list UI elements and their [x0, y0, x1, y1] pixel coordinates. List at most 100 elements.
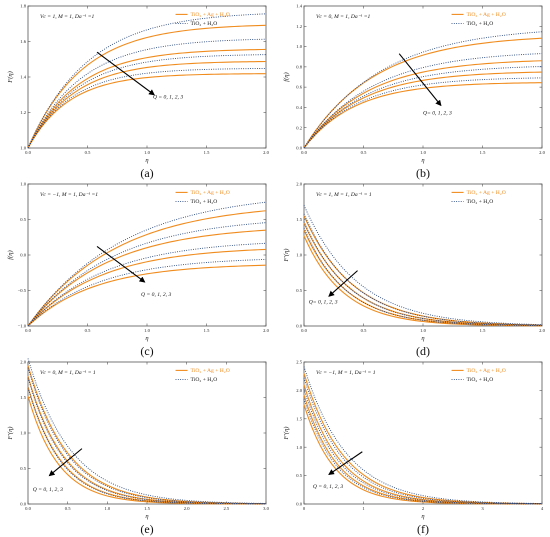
q-annotation: Q= 0, 1, 2, 3 — [309, 299, 338, 305]
series-base-line-q0 — [27, 13, 267, 149]
legend-label-hybrid: TiO₂ + Ag + H₂O — [467, 190, 506, 196]
x-tick-label: 0.5 — [85, 328, 91, 333]
x-tick-label: 1.0 — [144, 328, 150, 333]
series-base-line-q3 — [303, 227, 543, 327]
x-tick-label: 2.5 — [223, 506, 229, 511]
series-base-line-q1 — [303, 213, 543, 326]
series-hybrid-line-q1 — [27, 48, 267, 149]
x-axis-label: η — [145, 157, 148, 164]
y-tick-label: 0.0 — [296, 502, 302, 507]
trend-arrow — [328, 270, 358, 297]
y-tick-label: 1.0 — [20, 431, 26, 436]
legend-label-base: TiO₂ + H₂O — [191, 21, 218, 27]
trend-arrow — [398, 53, 442, 107]
params-annotation: Vc = 0, M = 1, Da⁻¹ =1 — [316, 14, 371, 20]
series-hybrid-line-q2 — [303, 71, 543, 149]
series-hybrid-line-q0 — [303, 215, 543, 326]
series-hybrid-line-q0 — [27, 365, 267, 505]
legend-label-hybrid: TiO₂ + Ag + H₂O — [467, 368, 506, 374]
x-tick-label: 1.5 — [204, 328, 210, 333]
panel-label: (c) — [140, 344, 153, 358]
chart-panel-f: 0 1 2 3 4 0.0 0.5 1.0 1.5 2.0 2.5 η F′(η) Vc = −1, M … — [283, 360, 544, 536]
x-axis-label: η — [421, 157, 424, 164]
x-axis-label: η — [145, 513, 148, 520]
series-base-line-q2 — [27, 242, 267, 327]
x-tick-label: 0.0 — [25, 506, 31, 511]
x-tick-label: 0.5 — [361, 328, 367, 333]
chart-panel-a: 0.0 0.5 1.0 1.5 2.0 1.0 1.2 1.4 1.6 1.8 η F(η) Vc = … — [7, 4, 270, 180]
plot-frame — [303, 183, 543, 327]
x-tick-label: 0.0 — [25, 150, 31, 155]
y-axis-label: F′(η) — [7, 427, 14, 441]
x-tick-label: 0.5 — [65, 506, 71, 511]
q-annotation: Q = 0, 1, 2, 3 — [313, 484, 343, 490]
plot-frame — [303, 5, 543, 149]
y-tick-label: 0.5 — [20, 466, 26, 471]
x-tick-label: 2.0 — [184, 506, 190, 511]
series-hybrid-line-q0 — [27, 210, 267, 327]
plot-frame — [303, 361, 543, 505]
series-hybrid-line-q2 — [27, 248, 267, 327]
series-base-line-q3 — [303, 398, 543, 505]
y-tick-label: 2.0 — [296, 182, 302, 187]
series-hybrid-line-q3 — [27, 264, 267, 327]
y-tick-label: 2.5 — [296, 360, 302, 365]
series-hybrid-line-q2 — [27, 386, 267, 505]
x-tick-label: 1 — [362, 506, 365, 511]
x-tick-label: 1.0 — [144, 150, 150, 155]
legend-label-base: TiO₂ + H₂O — [191, 199, 218, 205]
y-tick-label: 0.0 — [296, 146, 302, 151]
y-tick-label: 1.5 — [20, 395, 26, 400]
params-annotation: Vc = 0, M = 1, Da⁻¹ = 1 — [40, 370, 96, 376]
x-tick-label: 0.5 — [361, 150, 367, 155]
series-base-line-q0 — [303, 366, 543, 504]
x-tick-label: 1.5 — [480, 328, 486, 333]
y-tick-label: 0.6 — [296, 85, 302, 90]
y-tick-label: 1.4 — [20, 75, 26, 80]
x-tick-label: 0 — [303, 506, 306, 511]
chart-panel-c: 0.0 0.5 1.0 1.5 2.0 −1.0 −0.5 0.0 0.5 1.0 η f(η) Vc … — [7, 182, 270, 358]
trend-arrow — [96, 246, 146, 283]
params-annotation: Vc = −1, M = 1, Da⁻¹ =1 — [40, 192, 98, 198]
x-tick-label: 1.5 — [480, 150, 486, 155]
trend-arrow — [328, 451, 363, 476]
plot-frame — [27, 361, 267, 505]
x-tick-label: 4 — [541, 506, 544, 511]
params-annotation: Vc = 1, M = 1, Da⁻¹ = 1 — [316, 192, 372, 198]
q-annotation: Q= 0, 1, 2, 3 — [423, 111, 452, 117]
x-axis-label: η — [421, 513, 424, 520]
y-tick-label: 1.4 — [296, 4, 302, 9]
x-tick-label: 1.0 — [420, 328, 426, 333]
panel-label: (e) — [140, 522, 153, 536]
y-tick-label: 1.0 — [296, 253, 302, 258]
series-base-line-q2 — [303, 389, 543, 505]
q-annotation: Q = 0, 1, 2, 3 — [153, 94, 183, 100]
x-tick-label: 1.0 — [104, 506, 110, 511]
y-tick-label: 0.4 — [296, 105, 302, 110]
x-tick-label: 2.0 — [539, 150, 545, 155]
y-tick-label: 1.2 — [20, 110, 26, 115]
panel-label: (d) — [416, 344, 430, 358]
legend-label-base: TiO₂ + H₂O — [467, 21, 494, 27]
y-tick-label: 1.0 — [20, 146, 26, 151]
series-hybrid-line-q3 — [27, 73, 267, 149]
series-hybrid-line-q1 — [27, 376, 267, 505]
x-tick-label: 0.5 — [85, 150, 91, 155]
x-tick-label: 2.0 — [263, 150, 269, 155]
series-hybrid-line-q2 — [27, 60, 267, 149]
legend-label-hybrid: TiO₂ + Ag + H₂O — [191, 368, 230, 374]
q-annotation: Q = 0, 1, 2, 3 — [33, 487, 63, 493]
legend-label-hybrid: TiO₂ + Ag + H₂O — [467, 12, 506, 18]
y-tick-label: 0.0 — [20, 502, 26, 507]
y-tick-label: 1.0 — [20, 182, 26, 187]
series-hybrid-line-q3 — [303, 82, 543, 149]
y-tick-label: 1.5 — [296, 416, 302, 421]
panel-label: (a) — [140, 166, 153, 180]
q-annotation: Q = 0, 1, 2, 3 — [141, 292, 171, 298]
legend-label-base: TiO₂ + H₂O — [191, 377, 218, 383]
series-hybrid-line-q0 — [303, 37, 543, 149]
x-tick-label: 3 — [481, 506, 484, 511]
x-tick-label: 2.0 — [539, 328, 545, 333]
x-axis-label: η — [145, 335, 148, 342]
